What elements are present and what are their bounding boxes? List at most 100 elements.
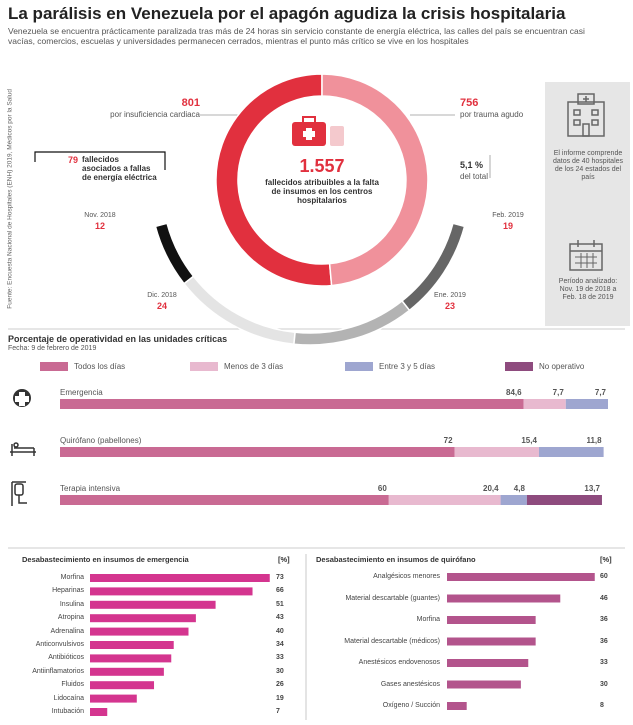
legend-label: No operativo <box>539 362 585 371</box>
period-value: 23 <box>444 301 455 311</box>
bar-value: 43 <box>276 614 284 622</box>
bar-label: Morfina <box>416 616 440 623</box>
bar-value: 73 <box>276 574 284 581</box>
share-text: del total <box>460 172 489 181</box>
medical-kit-icon <box>292 116 344 146</box>
bar-label: Fluidos <box>61 681 84 689</box>
bar-segment <box>454 447 539 457</box>
section-date: Fecha: 9 de febrero de 2019 <box>8 345 97 352</box>
period-label: Feb. 2019 <box>492 212 524 219</box>
bar-value: 8 <box>600 702 604 709</box>
bar-label: Material descartable (médicos) <box>344 637 440 645</box>
value-label: 20,4 <box>483 484 499 493</box>
bar-label: Morfina <box>60 574 84 581</box>
bar-segment <box>60 447 455 457</box>
bar <box>90 627 189 636</box>
note: El informe comprende datos de 40 hospita… <box>552 150 624 182</box>
bar-value: 66 <box>276 587 284 595</box>
legend-swatch <box>345 362 373 371</box>
bar-label: Lidocaína <box>53 694 84 702</box>
bar-segment <box>388 495 501 505</box>
bar-label: Insulina <box>59 600 84 608</box>
share-value: 5,1 % <box>460 160 484 170</box>
value-label: 60 <box>377 484 387 493</box>
energy-total: 79 <box>67 155 78 165</box>
bar <box>90 641 174 649</box>
emergency-icon <box>13 389 31 407</box>
bar-label: Antibióticos <box>48 654 84 662</box>
bar <box>90 708 108 716</box>
bar <box>90 654 172 663</box>
bar-segment <box>60 495 389 505</box>
legend-swatch <box>505 362 533 371</box>
bar-value: 40 <box>276 627 284 635</box>
source: Fuente: Encuesta Nacional de Hospitales … <box>6 89 14 309</box>
arc-segment <box>182 275 296 346</box>
segment-label: por insuficiencia cardiaca <box>110 110 200 119</box>
value-label: 11,8 <box>586 436 602 445</box>
segment-label: por trauma agudo <box>460 110 524 119</box>
title: La parálisis en Venezuela por el apagón … <box>8 4 566 23</box>
bar <box>447 637 536 646</box>
value-label: 15,4 <box>521 436 537 445</box>
bar <box>447 702 467 710</box>
bar-value: 7 <box>276 708 280 715</box>
iv-icon <box>11 481 27 506</box>
energy-text: fallecidos asociados a fallas de energía… <box>82 155 157 183</box>
total-text: fallecidos atribuibles a la falta de ins… <box>265 178 379 206</box>
period-label: Ene. 2019 <box>434 292 466 299</box>
period-label: Nov. 2018 <box>84 212 116 219</box>
period-value: 12 <box>94 221 105 231</box>
total-value: 1.557 <box>299 156 345 176</box>
bar-label: Heparinas <box>52 587 84 595</box>
bar <box>90 587 253 596</box>
value-label: 84,6 <box>506 388 522 397</box>
bar-label: Intubación <box>51 708 84 715</box>
bar-segment <box>60 399 524 409</box>
bar-value: 30 <box>600 680 608 688</box>
bar <box>447 573 595 581</box>
value-label: 72 <box>443 436 453 445</box>
segment-value: 756 <box>460 97 479 109</box>
bar-segment <box>565 399 608 409</box>
segment-value: 801 <box>181 97 200 109</box>
bar-value: 26 <box>276 681 284 689</box>
value-label: 4,8 <box>513 484 525 493</box>
bar-value: 33 <box>276 654 284 662</box>
period-value: 24 <box>156 301 167 311</box>
bar-value: 46 <box>600 594 608 602</box>
chart-title: Desabastecimiento en insumos de emergenc… <box>22 555 189 564</box>
arc-segment <box>400 222 466 312</box>
bar <box>90 600 216 609</box>
bar <box>447 659 529 667</box>
bar-value: 34 <box>276 641 284 648</box>
bar-segment <box>538 447 604 457</box>
category-label: Emergencia <box>60 388 103 397</box>
category-label: Quirófano (pabellones) <box>60 436 142 445</box>
period-label: Dic. 2018 <box>147 292 177 299</box>
bar-label: Material descartable (guantes) <box>345 594 440 602</box>
donut-segment <box>321 73 429 287</box>
hospital-icon <box>567 93 605 137</box>
unit-label: [%] <box>600 555 612 564</box>
bar-segment <box>523 399 566 409</box>
bar <box>90 667 164 676</box>
unit-label: [%] <box>278 555 290 564</box>
bar-label: Oxígeno / Succión <box>382 702 440 709</box>
bar-label: Atropina <box>57 614 84 622</box>
bar-label: Anestésicos endovenosos <box>358 659 440 666</box>
value-label: 7,7 <box>552 388 564 397</box>
bar-value: 36 <box>600 637 608 645</box>
arc-segment <box>293 299 411 346</box>
section-title: Porcentaje de operatividad en las unidad… <box>8 334 228 344</box>
legend-label: Todos los días <box>74 362 126 371</box>
note: Período analizado: Nov. 19 de 2018 a Feb… <box>558 278 618 302</box>
label-bracket <box>34 151 166 170</box>
legend-label: Menos de 3 días <box>224 362 284 371</box>
bar-label: Gases anestésicos <box>380 680 440 688</box>
bar-label: Antiinflamatorios <box>32 667 84 675</box>
bar-value: 36 <box>600 616 608 623</box>
bar-label: Analgésicos menores <box>373 573 440 580</box>
bed-icon <box>10 442 36 456</box>
